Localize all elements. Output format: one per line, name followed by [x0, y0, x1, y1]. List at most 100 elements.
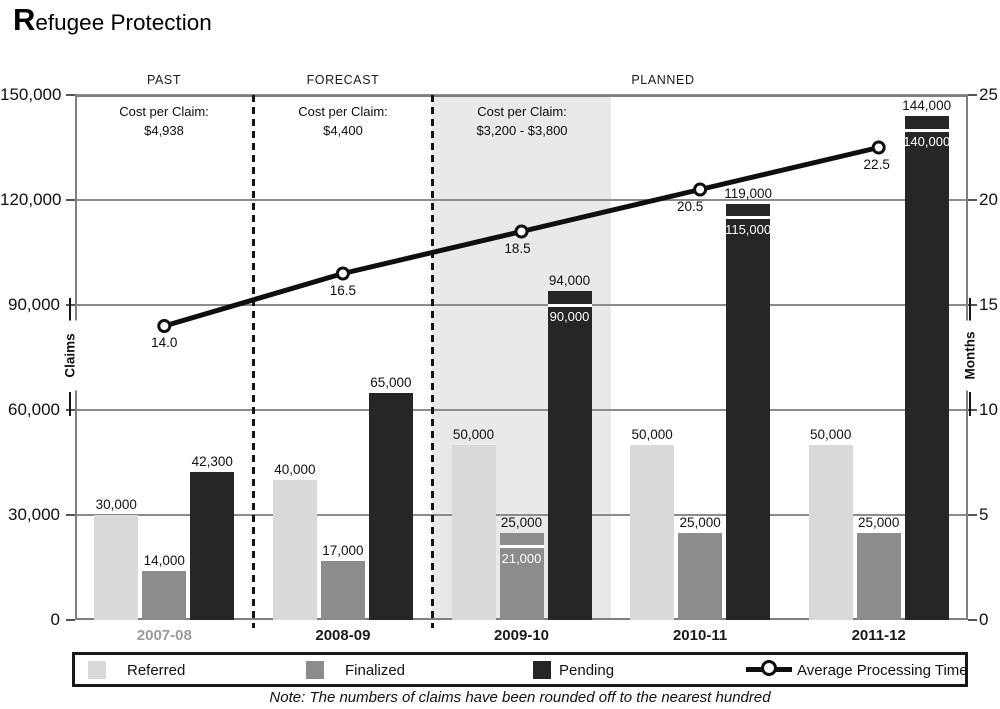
bar-value-label: 17,000 — [322, 542, 364, 558]
bar-pending-2007-08 — [190, 471, 235, 620]
bar-value-label: 42,300 — [191, 453, 233, 469]
grid-line — [75, 514, 968, 516]
bar-referred-2011-12 — [808, 445, 853, 620]
bar-value-label: 25,000 — [679, 514, 721, 530]
section-label-planned: PLANNED — [631, 73, 695, 87]
bar-divider — [547, 303, 592, 307]
dashed-separator — [252, 95, 256, 628]
right-axis-title-bracket-top — [969, 298, 971, 322]
right-axis-tick — [968, 619, 977, 621]
right-axis-tick-label: 20 — [979, 190, 998, 209]
section-label-forecast: FORECAST — [306, 73, 380, 87]
left-axis-tick-label: 0 — [50, 610, 60, 629]
legend-swatch-finalized — [306, 661, 324, 679]
x-axis-label-2008-09: 2008-09 — [315, 627, 371, 644]
legend: Referred Finalized Pending Average Proce… — [72, 652, 968, 687]
bar-value-label: 65,000 — [370, 374, 412, 390]
bar-pending-2009-10 — [547, 291, 592, 620]
bar-divider — [726, 216, 771, 219]
left-axis-tick — [66, 514, 75, 516]
right-axis-tick-label: 25 — [979, 85, 998, 104]
x-axis-label-2007-08: 2007-08 — [136, 627, 192, 644]
bar-value-label: 94,000 — [548, 273, 591, 288]
bar-finalized-2011-12 — [856, 532, 901, 620]
cost-note-line1: Cost per Claim: — [119, 104, 209, 119]
bar-finalized-2007-08 — [142, 571, 187, 620]
left-axis-tick-label: 30,000 — [8, 505, 60, 524]
right-axis-tick — [968, 514, 977, 516]
bar-value-label: 119,000 — [724, 185, 772, 201]
left-axis-title-bracket-bottom — [69, 392, 71, 416]
cost-per-claim-past: Cost per Claim: $4,938 — [74, 103, 254, 141]
left-axis-tick — [66, 94, 75, 96]
cost-note-line2: $4,400 — [323, 122, 363, 138]
footnote: Note: The numbers of claims have been ro… — [269, 689, 771, 706]
bar-inner-label: 21,000 — [501, 550, 542, 566]
bar-inner-label: 140,000 — [903, 134, 951, 149]
cost-note-line1: Cost per Claim: — [298, 104, 388, 119]
bar-value-label: 30,000 — [95, 497, 137, 512]
right-axis-tick — [968, 199, 977, 201]
legend-label-average-processing-time: Average Processing Time — [797, 662, 968, 679]
bar-referred-2008-09 — [272, 480, 317, 620]
bar-inner-label: 115,000 — [725, 221, 772, 237]
left-axis-tick-label: 120,000 — [0, 190, 62, 209]
bar-referred-2010-11 — [630, 445, 675, 620]
bar-referred-2007-08 — [94, 515, 139, 620]
bar-value-label: 50,000 — [631, 427, 673, 442]
x-axis-label-2011-12: 2011-12 — [851, 627, 906, 644]
legend-swatch-referred — [88, 661, 106, 679]
line-value-label: 16.5 — [329, 282, 357, 298]
x-axis-label-2010-11: 2010-11 — [672, 627, 728, 644]
legend-marker-icon — [761, 660, 777, 676]
section-label-past: PAST — [146, 73, 182, 87]
cost-note-line2: $3,200 - $3,800 — [476, 122, 568, 138]
title-rest: efugee Protection — [35, 10, 212, 35]
bar-divider — [904, 128, 949, 132]
left-axis-tick-label: 150,000 — [0, 85, 62, 104]
right-axis-tick — [968, 409, 977, 411]
bar-pending-2010-11 — [726, 203, 771, 620]
right-axis-title-bracket-bottom — [969, 392, 971, 416]
right-axis-tick — [968, 304, 977, 306]
legend-swatch-pending — [533, 661, 551, 679]
legend-label-finalized: Finalized — [345, 662, 406, 679]
cost-per-claim-forecast: Cost per Claim: $4,400 — [253, 103, 433, 141]
bar-value-label: 50,000 — [452, 427, 495, 442]
x-axis-label-2009-10: 2009-10 — [493, 627, 550, 644]
bar-pending-2008-09 — [368, 392, 413, 620]
right-axis-title: Months — [961, 320, 979, 391]
bar-value-label: 25,000 — [858, 514, 900, 530]
grid-line — [75, 94, 968, 96]
bar-finalized-2010-11 — [678, 532, 723, 620]
cost-note-line2: $4,938 — [144, 122, 184, 138]
bar-finalized-2008-09 — [320, 560, 365, 620]
bar-inner-label: 90,000 — [549, 309, 590, 324]
left-axis-tick — [66, 619, 75, 621]
line-value-label: 14.0 — [151, 335, 178, 350]
title-initial-cap: R — [13, 2, 36, 37]
line-value-label: 18.5 — [504, 240, 531, 256]
cost-per-claim-planned: Cost per Claim: $3,200 - $3,800 — [432, 103, 612, 141]
line-value-label: 22.5 — [863, 156, 890, 172]
left-axis-tick — [66, 199, 75, 201]
legend-label-pending: Pending — [559, 662, 615, 679]
bar-divider — [499, 545, 544, 548]
right-axis-tick-label: 0 — [979, 610, 989, 629]
right-axis-tick-label: 10 — [979, 400, 998, 419]
bar-value-label: 40,000 — [274, 462, 316, 477]
right-axis-tick-label: 5 — [979, 505, 989, 524]
bar-value-label: 25,000 — [500, 514, 543, 530]
left-axis-title-bracket-top — [69, 298, 71, 322]
bar-referred-2009-10 — [451, 445, 496, 620]
left-axis-tick-label: 90,000 — [8, 295, 60, 314]
right-axis-tick — [968, 94, 977, 96]
left-axis-tick-label: 60,000 — [8, 400, 60, 419]
page-title: Refugee Protection — [13, 2, 212, 38]
grid-line — [75, 409, 968, 411]
bar-value-label: 14,000 — [143, 553, 185, 568]
cost-note-line1: Cost per Claim: — [477, 104, 567, 119]
legend-label-referred: Referred — [127, 662, 186, 679]
line-value-label: 20.5 — [676, 198, 704, 214]
